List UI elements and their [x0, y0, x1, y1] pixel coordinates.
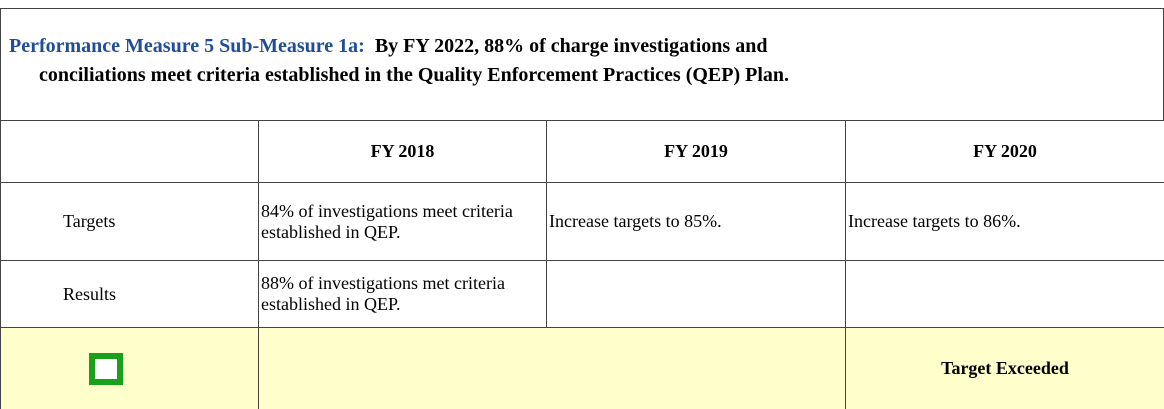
cell — [0, 120, 259, 183]
row-header: Results — [0, 260, 259, 328]
measure-text: conciliations meet criteria established … — [39, 64, 790, 86]
title-line: Performance Measure 5 Sub-Measure 1a: By… — [9, 35, 767, 58]
header-cell: FY 2018 — [258, 120, 547, 183]
status-row: Target Exceeded — [0, 327, 1164, 409]
header-cell: FY 2020 — [845, 120, 1164, 183]
cell: Increase targets to 86%. — [845, 182, 1164, 261]
cell — [546, 260, 846, 328]
cell — [258, 327, 846, 409]
row: Results 88% of investigations met criter… — [0, 260, 1164, 328]
row-header: Targets — [0, 182, 259, 261]
row: Targets 84% of investigations meet crite… — [0, 182, 1164, 261]
header-row: FY 2018 FY 2019 FY 2020 — [0, 120, 1164, 183]
cell: 88% of investigations met criteria estab… — [258, 260, 547, 328]
results-table: FY 2018 FY 2019 FY 2020 Targets 84% of i… — [0, 120, 1164, 409]
cell — [845, 260, 1164, 328]
cell — [0, 327, 259, 409]
measure-text: By FY 2022, 88% of charge investigations… — [374, 35, 768, 57]
cell: Increase targets to 85%. — [546, 182, 846, 261]
title-box: Performance Measure 5 Sub-Measure 1a: By… — [0, 8, 1164, 120]
measure-label: Performance Measure 5 Sub-Measure 1a: — [9, 35, 365, 57]
status-icon — [89, 352, 123, 385]
status-text: Target Exceeded — [845, 327, 1164, 409]
cell: 84% of investigations meet criteria esta… — [258, 182, 547, 261]
header-cell: FY 2019 — [546, 120, 846, 183]
